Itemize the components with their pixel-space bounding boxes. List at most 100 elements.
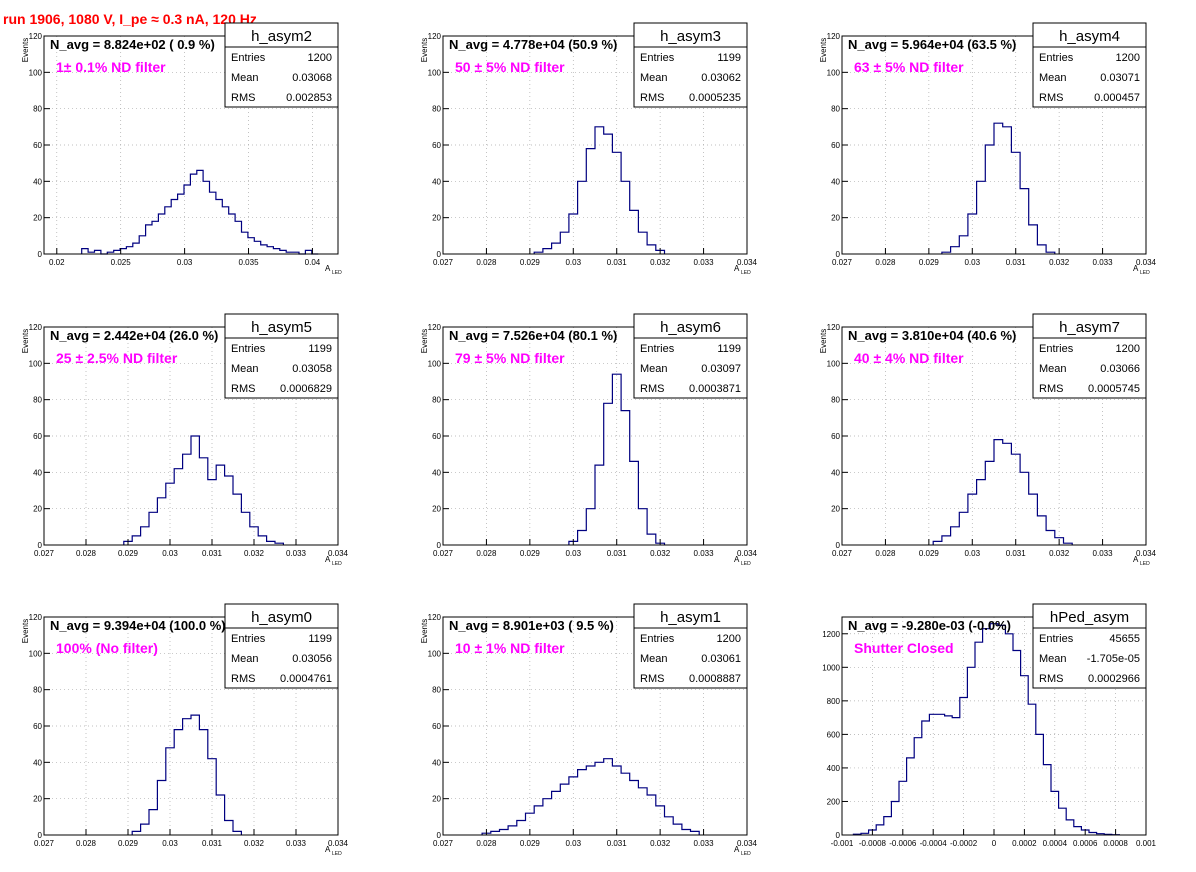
histogram-line-h_asym6 bbox=[568, 373, 666, 545]
filter-annotation: 10 ± 1% ND filter bbox=[455, 640, 565, 656]
x-tick-label: 0.031 bbox=[1006, 258, 1027, 267]
histogram-bin bbox=[166, 483, 174, 545]
stats-value: 0.0004761 bbox=[280, 673, 332, 685]
histogram-bin bbox=[149, 810, 157, 835]
histogram-bin bbox=[197, 170, 203, 254]
histogram-name: h_asym4 bbox=[1059, 28, 1120, 45]
y-tick-label: 120 bbox=[29, 613, 43, 622]
histogram-bin bbox=[664, 817, 673, 835]
histogram-bin bbox=[191, 436, 199, 545]
histogram-bin bbox=[1066, 820, 1074, 835]
x-tick-label: 0 bbox=[992, 839, 997, 848]
stats-label: Mean bbox=[231, 363, 259, 375]
y-tick-label: 0 bbox=[38, 831, 43, 840]
y-tick-label: 120 bbox=[827, 32, 841, 41]
histogram-bin bbox=[184, 185, 190, 254]
histogram-bin bbox=[1011, 454, 1020, 545]
panel-h_asym0: 0.027 0.028 0.029 0.03 0.031 0.032 0.033 0.034 0… bbox=[21, 603, 349, 857]
histogram-bin bbox=[152, 221, 158, 254]
histogram-bin bbox=[199, 730, 207, 835]
y-tick-label: 40 bbox=[33, 177, 42, 186]
y-tick-label: 80 bbox=[432, 105, 441, 114]
histogram-bin bbox=[146, 225, 152, 254]
histogram-bin bbox=[630, 210, 639, 254]
y-tick-label: 100 bbox=[428, 359, 442, 368]
histogram-bin bbox=[210, 192, 216, 254]
x-tick-label: -0.0008 bbox=[859, 839, 887, 848]
histogram-bin bbox=[638, 232, 647, 254]
x-tick-label: 0.027 bbox=[34, 549, 55, 558]
histogram-bin bbox=[682, 830, 691, 835]
stats-value: 45655 bbox=[1109, 633, 1140, 645]
y-tick-label: 60 bbox=[33, 141, 42, 150]
x-tick-label: 0.0006 bbox=[1073, 839, 1098, 848]
histogram-bin bbox=[578, 530, 587, 545]
x-tick-label: 0.029 bbox=[919, 258, 940, 267]
filter-annotation: 100% (No filter) bbox=[56, 640, 158, 656]
histogram-bin bbox=[899, 781, 907, 835]
x-axis-title: A bbox=[325, 264, 331, 273]
x-tick-label: 0.0008 bbox=[1103, 839, 1128, 848]
stats-label: Mean bbox=[231, 653, 259, 665]
navg-label: N_avg = 3.810e+04 (40.6 %) bbox=[848, 328, 1016, 343]
y-tick-label: 120 bbox=[29, 323, 43, 332]
histogram-bin bbox=[595, 127, 604, 254]
y-tick-label: 20 bbox=[432, 505, 441, 514]
stats-value: 1199 bbox=[717, 52, 741, 64]
y-tick-label: 100 bbox=[827, 359, 841, 368]
stats-label: Entries bbox=[1039, 633, 1074, 645]
histogram-bin bbox=[612, 374, 621, 545]
histogram-bin bbox=[141, 527, 149, 545]
stats-value: 0.0003871 bbox=[689, 383, 741, 395]
histogram-bin bbox=[552, 243, 561, 254]
y-tick-label: 60 bbox=[831, 432, 840, 441]
x-tick-label: 0.032 bbox=[1049, 258, 1070, 267]
histogram-bin bbox=[998, 625, 1006, 835]
x-tick-label: -0.001 bbox=[831, 839, 854, 848]
y-tick-label: 40 bbox=[432, 758, 441, 767]
x-tick-label: 0.034 bbox=[1136, 258, 1157, 267]
stats-label: Entries bbox=[231, 52, 266, 64]
x-tick-label: -0.0006 bbox=[889, 839, 917, 848]
histogram-bin bbox=[1029, 225, 1038, 254]
histogram-bin bbox=[132, 536, 140, 545]
x-tick-label: 0.032 bbox=[244, 839, 265, 848]
stats-value: 0.0005745 bbox=[1088, 383, 1140, 395]
histogram-bin bbox=[158, 214, 164, 254]
histogram-bin bbox=[1020, 472, 1029, 545]
histogram-bin bbox=[1074, 827, 1082, 835]
y-tick-label: 80 bbox=[33, 686, 42, 695]
x-tick-label: 0.033 bbox=[286, 549, 307, 558]
histogram-bin bbox=[951, 247, 960, 254]
stats-label: RMS bbox=[640, 383, 664, 395]
histogram-name: h_asym6 bbox=[660, 319, 721, 336]
stats-value: -1.705e-05 bbox=[1087, 653, 1140, 665]
x-axis-title: A bbox=[325, 555, 331, 564]
x-tick-label: 0.028 bbox=[476, 839, 497, 848]
y-tick-label: 80 bbox=[831, 396, 840, 405]
filter-annotation: 50 ± 5% ND filter bbox=[455, 59, 565, 75]
x-axis-title: A bbox=[325, 845, 331, 854]
y-tick-label: 20 bbox=[831, 505, 840, 514]
x-tick-label: 0.028 bbox=[875, 258, 896, 267]
y-tick-label: 120 bbox=[827, 323, 841, 332]
histogram-bin bbox=[222, 207, 228, 254]
stats-label: RMS bbox=[640, 92, 664, 104]
histogram-bin bbox=[1028, 704, 1036, 835]
histogram-bin bbox=[586, 149, 595, 254]
stats-value: 1200 bbox=[1116, 52, 1140, 64]
histogram-bin bbox=[621, 181, 630, 254]
histogram-bin bbox=[673, 824, 682, 835]
histogram-bin bbox=[258, 536, 266, 545]
y-axis-title: Events bbox=[819, 329, 828, 353]
histogram-bin bbox=[621, 411, 630, 545]
histogram-bin bbox=[647, 795, 656, 835]
y-axis-title: Events bbox=[819, 38, 828, 62]
navg-label: N_avg = 5.964e+04 (63.5 %) bbox=[848, 37, 1016, 52]
stats-value: 0.03056 bbox=[292, 653, 332, 665]
stats-box bbox=[224, 313, 339, 399]
histogram-name: h_asym3 bbox=[660, 28, 721, 45]
y-tick-label: 20 bbox=[432, 795, 441, 804]
x-tick-label: 0.0002 bbox=[1012, 839, 1037, 848]
